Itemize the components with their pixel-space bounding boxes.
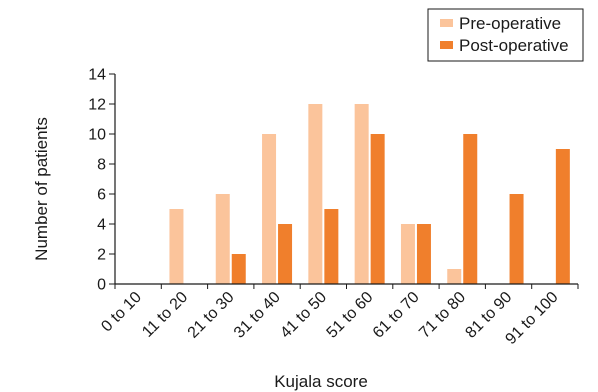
x-tick-label-5: 51 to 60 bbox=[324, 289, 377, 342]
x-tick-label-4: 41 to 50 bbox=[277, 289, 330, 342]
y-tick-label-6: 12 bbox=[88, 97, 106, 114]
x-tick-label-0: 0 to 10 bbox=[98, 289, 145, 336]
bar-post-operative-7 bbox=[463, 134, 478, 284]
y-tick-label-5: 10 bbox=[88, 127, 106, 144]
bar-post-operative-8 bbox=[509, 194, 524, 284]
bar-post-operative-6 bbox=[416, 224, 431, 284]
y-tick-label-1: 2 bbox=[97, 247, 106, 264]
y-tick-label-2: 4 bbox=[97, 217, 106, 234]
x-tick-label-7: 71 to 80 bbox=[416, 289, 469, 342]
bar-post-operative-4 bbox=[324, 209, 339, 284]
bar-pre-operative-1 bbox=[169, 209, 184, 284]
y-axis-title: Number of patients bbox=[32, 117, 51, 261]
bar-pre-operative-3 bbox=[262, 134, 277, 284]
legend-label-1: Post-operative bbox=[459, 36, 569, 55]
x-tick-label-2: 21 to 30 bbox=[185, 289, 238, 342]
bar-pre-operative-6 bbox=[400, 224, 415, 284]
bar-pre-operative-5 bbox=[354, 104, 369, 284]
x-tick-label-3: 31 to 40 bbox=[231, 289, 284, 342]
legend-box bbox=[427, 8, 584, 62]
bar-post-operative-9 bbox=[555, 149, 570, 284]
y-tick-label-3: 6 bbox=[97, 187, 106, 204]
y-tick-label-4: 8 bbox=[97, 157, 106, 174]
bar-post-operative-2 bbox=[231, 254, 246, 284]
y-tick-label-7: 14 bbox=[88, 67, 106, 84]
legend-swatch-1 bbox=[440, 41, 453, 49]
x-tick-label-6: 61 to 70 bbox=[370, 289, 423, 342]
bars-group bbox=[169, 104, 570, 284]
bar-pre-operative-2 bbox=[215, 194, 230, 284]
legend: Pre-operative Post-operative bbox=[427, 8, 584, 62]
legend-swatch-0 bbox=[440, 19, 453, 27]
bar-post-operative-3 bbox=[278, 224, 293, 284]
y-tick-label-0: 0 bbox=[97, 277, 106, 294]
bar-pre-operative-4 bbox=[308, 104, 323, 284]
bar-pre-operative-7 bbox=[447, 269, 462, 284]
x-tick-label-1: 11 to 20 bbox=[139, 289, 191, 341]
legend-label-0: Pre-operative bbox=[459, 14, 561, 33]
bar-post-operative-5 bbox=[370, 134, 385, 284]
x-axis-title: Kujala score bbox=[274, 372, 368, 391]
